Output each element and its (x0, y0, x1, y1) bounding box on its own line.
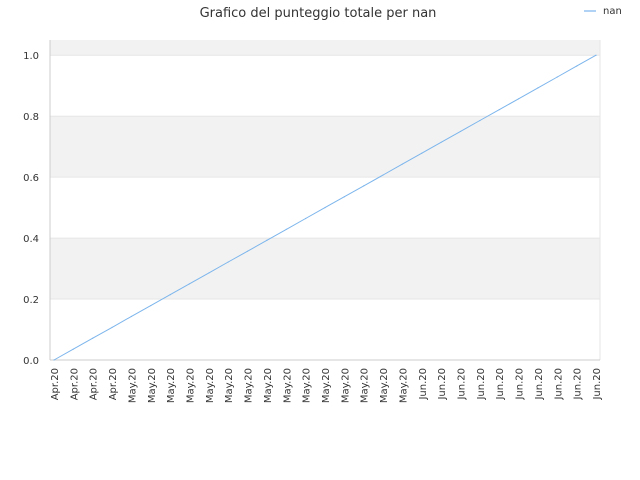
data-point (150, 304, 152, 307)
data-point (382, 174, 384, 176)
x-tick-label: May.20 (147, 368, 158, 403)
x-tick-label: Apr.20 (89, 368, 100, 400)
x-tick-label: May.20 (360, 368, 371, 403)
axes (49, 40, 601, 361)
x-tick-label: Jun.20 (592, 368, 603, 401)
chart-title: Grafico del punteggio totale per nan (200, 6, 437, 21)
x-tick-label: May.20 (186, 368, 197, 403)
x-tick-label: May.20 (224, 368, 235, 403)
band-3 (50, 116, 600, 178)
data-point (266, 239, 268, 241)
x-tick-label: Jun.20 (553, 368, 564, 401)
data-point (53, 359, 55, 361)
data-point (421, 152, 423, 154)
x-tick-label: May.20 (379, 368, 390, 403)
legend-label-nan: nan (603, 6, 622, 17)
x-tick-label: May.20 (398, 368, 409, 403)
x-tick-label: Jun.20 (476, 368, 487, 401)
y-axis-ticks: 0.0 0.2 0.4 0.6 0.8 1.0 (23, 51, 39, 367)
data-point (246, 250, 249, 252)
x-tick-label: May.20 (321, 368, 332, 403)
data-point (595, 54, 597, 56)
x-tick-label: Apr.20 (69, 368, 80, 400)
x-tick-label: Jun.20 (573, 368, 584, 401)
x-tick-label: Jun.20 (457, 368, 468, 401)
background-bands (50, 40, 600, 360)
band-1 (50, 238, 600, 300)
x-tick-label: May.20 (282, 368, 293, 403)
data-point (305, 217, 307, 220)
data-point (440, 141, 442, 143)
y-tick-label: 0.6 (23, 173, 39, 184)
data-point (363, 185, 365, 187)
series-layer (53, 54, 597, 361)
x-tick-label: May.20 (205, 368, 216, 403)
data-point (285, 228, 287, 230)
data-point (227, 261, 229, 263)
x-tick-label: Jun.20 (418, 368, 429, 401)
x-tick-label: May.20 (127, 368, 138, 403)
x-axis-ticks: Apr.20 Apr.20 Apr.20 Apr.20 May.20 May.20 May.… (50, 368, 603, 403)
y-tick-label: 1.0 (23, 51, 39, 62)
x-tick-label: Apr.20 (108, 368, 119, 400)
x-tick-label: May.20 (302, 368, 313, 403)
x-tick-label: May.20 (166, 368, 177, 403)
data-point (576, 65, 578, 67)
x-tick-label: May.20 (263, 368, 274, 403)
data-point (188, 283, 191, 285)
data-point (130, 315, 133, 318)
band-4 (50, 55, 600, 117)
band-0 (50, 299, 600, 360)
y-tick-label: 0.8 (23, 112, 39, 123)
data-point (324, 207, 326, 209)
y-tick-label: 0.2 (23, 295, 39, 306)
legend[interactable]: nan (584, 6, 622, 17)
x-tick-label: Jun.20 (515, 368, 526, 401)
x-tick-label: Jun.20 (534, 368, 545, 401)
y-tick-label: 0.4 (23, 234, 39, 245)
x-tick-label: May.20 (244, 368, 255, 403)
data-point (111, 326, 113, 328)
x-tick-label: May.20 (340, 368, 351, 403)
data-point (498, 109, 500, 111)
data-point (459, 130, 462, 133)
x-tick-label: Jun.20 (495, 368, 506, 401)
y-tick-label: 0.0 (23, 356, 39, 367)
data-point (72, 348, 74, 350)
x-tick-label: Jun.20 (437, 368, 448, 401)
data-point (537, 87, 539, 89)
data-point (517, 98, 520, 100)
data-point (556, 76, 558, 78)
data-point (208, 272, 210, 274)
data-point (343, 196, 345, 198)
data-point (169, 294, 171, 296)
band-top (50, 40, 600, 56)
data-point (479, 119, 481, 122)
data-point (401, 163, 404, 165)
data-point (92, 337, 94, 339)
x-tick-label: Apr.20 (50, 368, 61, 400)
